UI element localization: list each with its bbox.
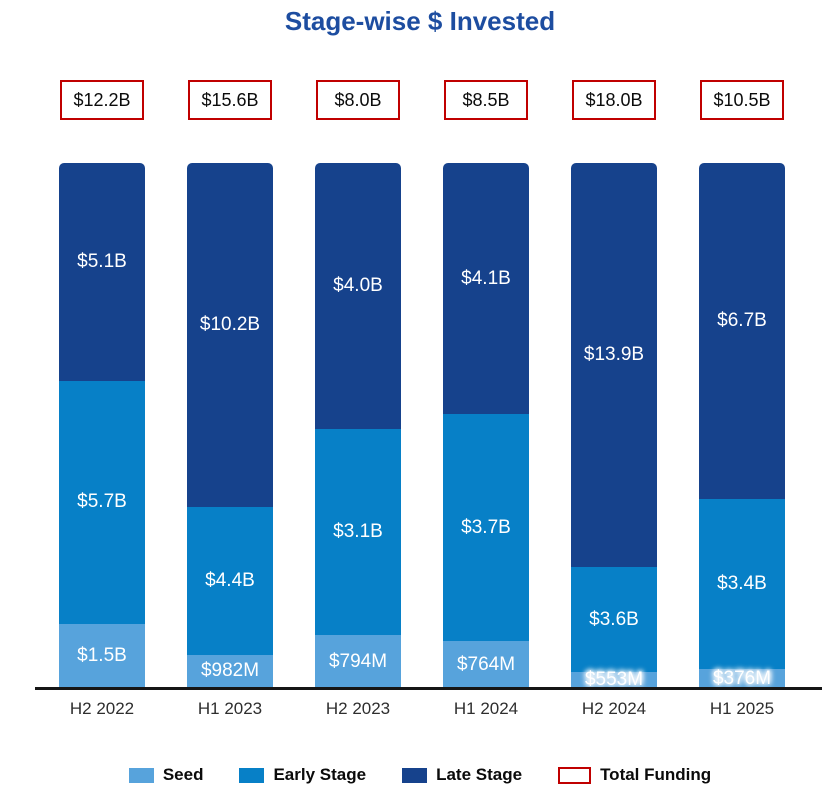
x-axis-label: H2 2022	[69, 699, 135, 718]
bar-segment-early-stage: $5.7B	[59, 380, 145, 624]
bar-segment-early-stage: $3.6B	[571, 567, 657, 672]
bar-segment-late-stage: $6.7B	[699, 163, 785, 499]
x-axis-label: H1 2023	[197, 699, 263, 718]
bar-column: $13.9B $3.6B $553M	[571, 163, 657, 690]
bar-column: $4.1B $3.7B $764M	[443, 163, 529, 688]
bar-segment-early-stage: $3.1B	[315, 429, 401, 636]
bar-column: $10.2B $4.4B $982M	[187, 163, 273, 688]
bar-segment-late-stage: $4.0B	[315, 163, 401, 430]
segment-value-label: $3.4B	[717, 572, 767, 594]
segment-value-label: $5.1B	[77, 250, 127, 272]
segment-value-label: $3.7B	[461, 516, 511, 538]
bar-segment-seed: $982M	[187, 654, 273, 688]
segment-value-label: $5.7B	[77, 491, 127, 513]
legend-label: Early Stage	[273, 765, 367, 784]
chart-title: Stage-wise $ Invested	[284, 6, 556, 36]
legend: Seed Early Stage Late Stage Total Funding	[0, 765, 840, 785]
total-funding-box: $8.0B	[316, 80, 400, 120]
bar-segment-early-stage: $3.4B	[699, 498, 785, 670]
segment-value-label: $794M	[328, 650, 388, 672]
x-axis-label: H2 2024	[581, 699, 647, 718]
bar-segment-late-stage: $13.9B	[571, 163, 657, 568]
segment-value-label: $4.1B	[461, 267, 511, 289]
segment-value-label: $4.4B	[205, 569, 255, 591]
segment-value-label: $6.7B	[717, 309, 767, 331]
bar-segment-seed: $553M	[571, 668, 657, 690]
segment-value-label: $1.5B	[77, 644, 127, 666]
legend-label: Total Funding	[600, 765, 712, 784]
bar-column: $5.1B $5.7B $1.5B	[59, 163, 145, 688]
bar-segment-early-stage: $4.4B	[187, 506, 273, 655]
legend-item: Total Funding	[558, 765, 711, 785]
bar-segment-late-stage: $4.1B	[443, 163, 529, 415]
segment-value-label: $3.6B	[589, 608, 639, 630]
total-funding-box: $18.0B	[572, 80, 656, 120]
segment-value-label: $553M	[584, 668, 644, 690]
bar-column: $6.7B $3.4B $376M	[699, 163, 785, 689]
total-funding-box: $8.5B	[444, 80, 528, 120]
segment-value-label: $3.1B	[333, 521, 383, 543]
segment-value-label: $10.2B	[199, 313, 261, 335]
legend-swatch-total-funding	[558, 766, 592, 784]
bar-segment-late-stage: $5.1B	[59, 163, 145, 381]
legend-label: Seed	[162, 765, 204, 784]
legend-label: Late Stage	[436, 765, 523, 784]
x-axis-line	[35, 687, 822, 690]
bar-segment-early-stage: $3.7B	[443, 414, 529, 642]
legend-swatch-late-stage	[402, 767, 428, 783]
bar-column: $4.0B $3.1B $794M	[315, 163, 401, 688]
segment-value-label: $13.9B	[583, 344, 645, 366]
segment-value-label: $376M	[712, 667, 772, 689]
bar-segment-seed: $794M	[315, 635, 401, 688]
total-funding-box: $10.5B	[700, 80, 784, 120]
bar-segment-seed: $764M	[443, 641, 529, 688]
legend-item: Early Stage	[239, 765, 366, 785]
legend-item: Seed	[128, 765, 204, 785]
bar-segment-late-stage: $10.2B	[187, 163, 273, 507]
legend-swatch-early-stage	[239, 767, 265, 783]
total-funding-box: $12.2B	[60, 80, 144, 120]
x-axis-label: H1 2024	[453, 699, 519, 718]
legend-item: Late Stage	[402, 765, 522, 785]
segment-value-label: $764M	[456, 653, 516, 675]
bar-segment-seed: $1.5B	[59, 623, 145, 688]
bar-segment-seed: $376M	[699, 667, 785, 689]
segment-value-label: $4.0B	[333, 275, 383, 296]
x-axis-label: H2 2023	[325, 699, 391, 718]
legend-swatch-seed	[128, 767, 154, 783]
x-axis-label: H1 2025	[709, 699, 775, 718]
segment-value-label: $982M	[200, 660, 260, 682]
total-funding-box: $15.6B	[188, 80, 272, 120]
